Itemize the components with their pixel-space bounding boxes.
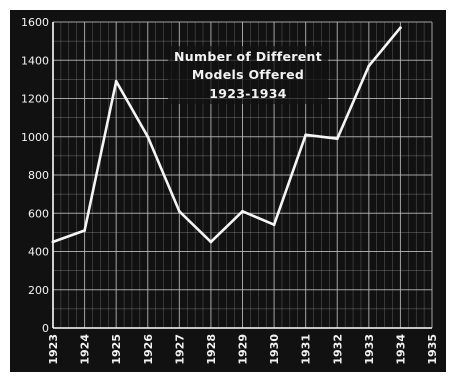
y-tick-label: 0 xyxy=(42,322,49,335)
data-point xyxy=(177,209,181,213)
y-tick-label: 400 xyxy=(28,246,49,259)
x-tick-label: 1927 xyxy=(173,334,186,365)
x-tick-label: 1928 xyxy=(205,334,218,365)
y-tick-label: 1600 xyxy=(21,16,49,29)
x-tick-label: 1930 xyxy=(268,334,281,365)
data-point xyxy=(146,135,150,139)
data-point xyxy=(51,240,55,244)
x-tick-label: 1929 xyxy=(237,334,250,365)
x-tick-label: 1925 xyxy=(110,334,123,365)
data-point xyxy=(114,79,118,83)
x-tick-label: 1934 xyxy=(394,334,407,365)
y-tick-label: 1400 xyxy=(21,54,49,67)
grid-layer xyxy=(52,21,433,329)
y-tick-label: 1000 xyxy=(21,131,49,144)
y-tick-label: 1200 xyxy=(21,93,49,106)
axis-layer: 0 200 400 600 800 1000 1200 1400 1600 1923 1924 192… xyxy=(21,16,439,365)
series-line-models-offered xyxy=(51,26,402,244)
chart-title-line-1: Number of Different xyxy=(174,49,322,64)
data-point xyxy=(272,223,276,227)
data-point xyxy=(241,209,244,213)
series-layer xyxy=(51,26,402,244)
x-tick-label: 1924 xyxy=(79,334,92,365)
y-tick-label: 600 xyxy=(28,207,49,220)
chart-title-line-3: 1923-1934 xyxy=(209,86,286,101)
x-tick-label: 1935 xyxy=(426,334,439,365)
x-tick-label: 1932 xyxy=(331,334,344,365)
x-tick-label: 1926 xyxy=(142,334,155,365)
chart-title-block: Number of Different Models Offered 1923-… xyxy=(168,46,328,104)
data-point xyxy=(83,229,86,232)
data-point xyxy=(304,133,308,137)
x-tick-label: 1933 xyxy=(363,334,376,365)
chart-title-line-2: Models Offered xyxy=(192,67,304,82)
x-tick-label: 1931 xyxy=(300,334,313,365)
data-point xyxy=(335,137,339,141)
data-point xyxy=(367,64,371,68)
x-tick-label: 1923 xyxy=(47,334,60,365)
data-point xyxy=(399,26,402,30)
chart-title-backdrop xyxy=(168,46,328,104)
data-point xyxy=(209,240,213,244)
y-tick-label: 800 xyxy=(28,169,49,182)
y-tick-label: 200 xyxy=(28,284,49,297)
